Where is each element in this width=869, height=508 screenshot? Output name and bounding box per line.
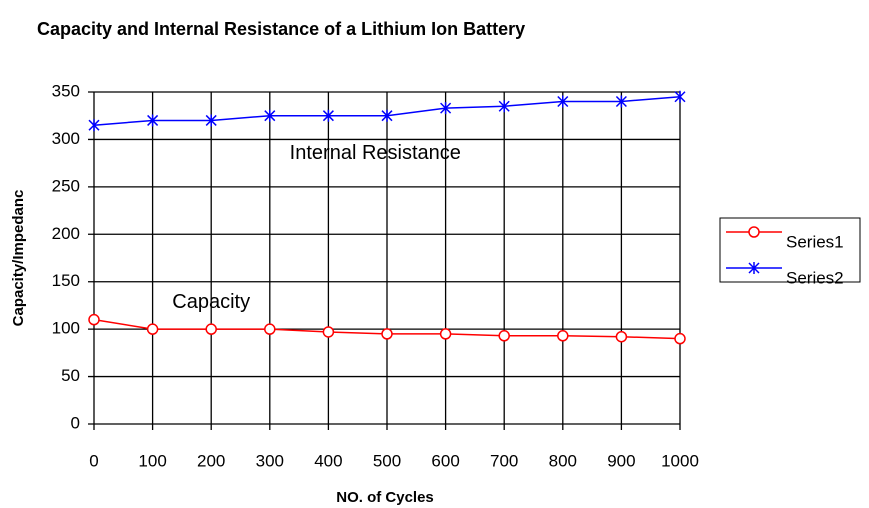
y-axis-label: Capacity/Impedanc — [10, 190, 27, 327]
x-tick-label: 600 — [431, 451, 459, 470]
marker — [440, 102, 452, 115]
y-tick-label: 100 — [52, 319, 80, 338]
chart-title: Capacity and Internal Resistance of a Li… — [37, 19, 525, 39]
y-tick-label: 350 — [52, 81, 80, 100]
marker — [615, 330, 628, 343]
annotation: Capacity — [172, 291, 250, 313]
x-axis-label: NO. of Cycles — [336, 489, 434, 506]
legend-label: Series2 — [786, 268, 844, 287]
marker — [557, 95, 569, 108]
marker — [205, 323, 217, 335]
marker — [674, 90, 686, 103]
marker — [381, 109, 393, 122]
annotation: Internal Resistance — [290, 142, 461, 164]
y-tick-label: 200 — [52, 224, 80, 243]
marker — [615, 95, 627, 108]
marker — [205, 114, 217, 127]
x-tick-label: 500 — [373, 451, 401, 470]
marker — [146, 323, 159, 335]
marker — [264, 109, 276, 122]
x-tick-label: 1000 — [661, 451, 699, 470]
y-tick-label: 0 — [71, 413, 80, 432]
marker — [498, 100, 510, 113]
x-tick-label: 900 — [607, 451, 635, 470]
x-tick-label: 400 — [314, 451, 342, 470]
marker — [88, 313, 100, 326]
x-tick-label: 300 — [256, 451, 284, 470]
marker — [439, 328, 452, 340]
marker — [322, 109, 334, 122]
y-tick-label: 150 — [52, 271, 80, 290]
legend-marker — [748, 226, 760, 238]
legend-marker — [748, 262, 760, 274]
y-tick-label: 50 — [61, 366, 80, 385]
marker — [557, 330, 569, 342]
x-tick-label: 700 — [490, 451, 518, 470]
marker — [498, 330, 510, 342]
marker — [147, 114, 159, 127]
legend-label: Series1 — [786, 232, 844, 251]
marker — [88, 119, 100, 132]
y-tick-label: 300 — [52, 129, 80, 148]
y-tick-label: 250 — [52, 176, 80, 195]
x-tick-label: 200 — [197, 451, 225, 470]
legend-box — [719, 217, 861, 283]
x-tick-label: 100 — [138, 451, 166, 470]
marker — [674, 332, 686, 345]
x-tick-label: 800 — [549, 451, 577, 470]
x-tick-label: 0 — [89, 451, 98, 470]
marker — [264, 323, 276, 335]
marker — [322, 326, 335, 338]
marker — [381, 328, 393, 340]
